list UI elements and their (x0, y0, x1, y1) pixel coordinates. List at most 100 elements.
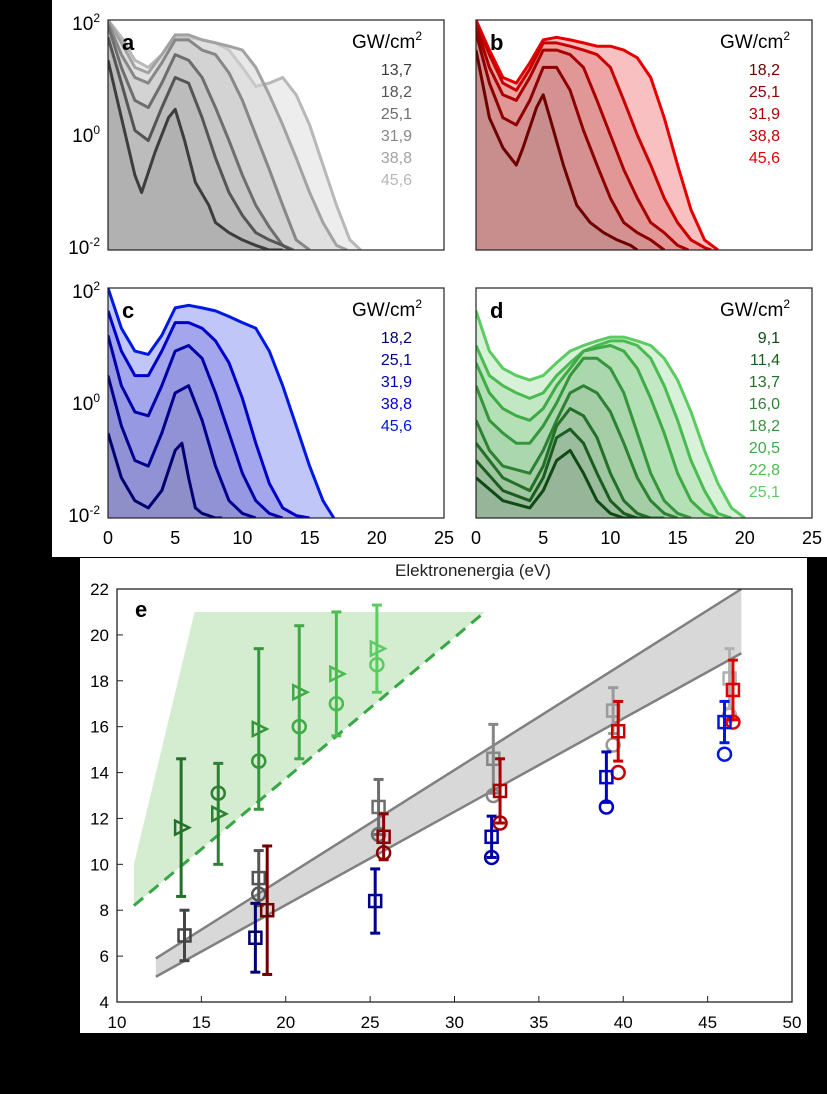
panel-e-xtick-25: 25 (361, 1013, 380, 1032)
panel-e-xtick-10: 10 (108, 1013, 127, 1032)
panel-a-letter: a (122, 30, 135, 55)
panel-c-legend-item-2: 31,9 (381, 374, 412, 391)
panel-d-series-line-4 (476, 356, 692, 518)
panel-d-xtick-25: 25 (802, 528, 822, 548)
panel-e-gray-square-2 (371, 799, 386, 815)
panel-e-green-triangle-0 (173, 818, 192, 837)
panel-e-gray-circle-0 (251, 886, 267, 902)
panel-e-ytick-8: 8 (100, 901, 109, 920)
panel-e-red-circle-0 (375, 845, 392, 861)
panel-e-blue-circle-0 (483, 849, 500, 866)
panel-e-xtick-50: 50 (783, 1013, 802, 1032)
panel-a-ytick--2: 10-2 (68, 235, 100, 259)
panel-b-legend-title: GW/cm2 (720, 29, 790, 53)
panel-c-frame (107, 287, 445, 519)
panel-d-legend-item-1: 11,4 (750, 352, 780, 369)
panel-d-frame (475, 287, 813, 519)
panel-c-series-line-1 (108, 375, 257, 518)
panel-d-legend-item-0: 9,1 (758, 330, 780, 347)
panel-e-band-green (133, 611, 485, 906)
panel-e-green-triangle-4 (329, 664, 348, 683)
panel-b-legend-item-4: 45,6 (749, 150, 780, 167)
panel-d-legend-item-4: 18,2 (749, 418, 780, 435)
panel-c-xtick-25: 25 (434, 528, 454, 548)
panel-e-red-square-3 (610, 724, 626, 739)
panel-e-red-circle-3 (725, 714, 741, 730)
panel-c-plot (108, 288, 336, 518)
panel-d-series-line-7 (476, 310, 746, 518)
panel-c-series-line-4 (108, 288, 336, 518)
panel-e-ytick-12: 12 (90, 809, 109, 828)
panel-b-legend-item-1: 25,1 (749, 84, 780, 101)
panel-a-legend-item-1: 18,2 (381, 84, 412, 101)
panel-b-frame (475, 19, 813, 251)
panel-c-xtick-15: 15 (300, 528, 320, 548)
panel-e-xtick-35: 35 (529, 1013, 548, 1032)
panel-b-letter: b (490, 30, 503, 55)
panel-e-blue-square-4 (717, 714, 732, 730)
panel-e-red-square-0 (259, 902, 275, 918)
panel-a-plot (108, 20, 362, 250)
panel-d-letter: d (490, 298, 503, 323)
panel-e: 10 15 20 25 30 35 40 45 50 4 6 8 10 12 14 16 18 20 22 e (90, 580, 801, 1032)
panel-e-xtick-45: 45 (698, 1013, 717, 1032)
panel-d-xtick-20: 20 (735, 528, 755, 548)
panel-e-red-square-1 (376, 829, 391, 845)
panel-e-xtick-40: 40 (614, 1013, 633, 1032)
panel-b-series-line-2 (476, 25, 689, 250)
panel-c-series-line-0 (108, 432, 223, 518)
panel-e-xtick-15: 15 (192, 1013, 211, 1032)
panel-b-series-line-1 (476, 32, 666, 250)
panel-a-legend-item-2: 25,1 (381, 106, 412, 123)
panel-e-ytick-6: 6 (100, 947, 109, 966)
panel-b-legend-item-3: 38,8 (749, 128, 780, 145)
panel-d-series-line-2 (476, 407, 665, 518)
panel-a-series-line-2 (108, 25, 295, 250)
panel-e-blue-circle-1 (598, 799, 615, 815)
panel-e-blue-square-2 (484, 829, 499, 845)
panel-c-area-0 (108, 433, 223, 518)
panel-a-frame (107, 19, 445, 251)
panel-d-series-line-1 (476, 427, 651, 518)
panel-e-red-circle-1 (492, 815, 508, 831)
panel-c-legend-item-3: 38,8 (381, 396, 412, 413)
panel-a-series-line-1 (108, 36, 292, 250)
panel-b-plot (476, 20, 719, 250)
panel-e-green-circle-1 (251, 753, 267, 769)
panel-c-legend-item-4: 45,6 (381, 418, 412, 435)
panel-e-ytick-14: 14 (90, 764, 109, 783)
panel-d-legend-item-3: 16,0 (749, 396, 780, 413)
panel-e-green-circle-3 (328, 695, 345, 712)
panel-c-legend-title: GW/cm2 (352, 297, 422, 321)
panel-e-ytick-18: 18 (90, 672, 109, 691)
panel-d-xtick-0: 0 (471, 528, 481, 548)
panel-e-ytick-22: 22 (90, 580, 109, 599)
panel-e-green-circle-0 (210, 785, 226, 801)
panel-e-blue-square-3 (599, 769, 614, 785)
panel-e-xtick-20: 20 (276, 1013, 295, 1032)
panel-d-series-line-3 (476, 384, 679, 518)
panel-b: b GW/cm2 18,2 25,1 31,9 38,8 45,6 (475, 19, 813, 251)
panel-e-xlabel: Elektronenergia (eV) (395, 561, 551, 580)
panel-e-blue-square-1 (367, 893, 383, 909)
panel-e-green-triangle-3 (292, 683, 311, 702)
panel-e-band-green-dashed-line (132, 610, 486, 907)
panel-e-green-circle-2 (291, 718, 307, 735)
panel-c: c GW/cm2 18,2 25,1 31,9 38,8 45,6 102 100 10-20 5 1… (68, 279, 454, 548)
panel-d-legend-item-2: 13,7 (749, 374, 780, 391)
panel-a-ytick-2: 102 (72, 11, 100, 35)
panel-d-legend-item-6: 22,8 (749, 462, 780, 479)
panel-d-xtick-5: 5 (538, 528, 548, 548)
panel-e-red-square-4 (725, 682, 741, 698)
panel-e-letter: e (135, 597, 147, 622)
panel-e-band-gray-lower-line (155, 652, 742, 978)
panel-e-xtick-30: 30 (445, 1013, 464, 1032)
panel-e-ytick-20: 20 (90, 626, 109, 645)
panel-d-legend-item-7: 25,1 (749, 484, 780, 501)
panel-c-legend-item-0: 18,2 (381, 330, 412, 347)
panel-d-series-line-6 (476, 339, 732, 518)
panel-a-legend-title: GW/cm2 (352, 29, 422, 53)
panel-a-series-line-0 (108, 59, 283, 250)
panel-d-legend-item-5: 20,5 (749, 440, 780, 457)
